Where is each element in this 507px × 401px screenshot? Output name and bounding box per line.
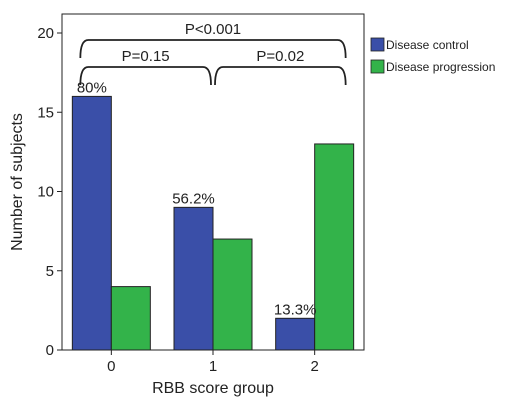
x-tick-label-1: 1	[209, 358, 217, 375]
significance-bracket-2	[79, 66, 212, 86]
significance-bracket-3	[214, 66, 347, 86]
bar-disease-control-2	[275, 317, 316, 351]
y-tick-label-0: 0	[46, 342, 54, 359]
bar-disease-progression-2	[314, 143, 355, 351]
y-tick-label-5: 5	[46, 263, 54, 280]
legend-swatch-disease-control	[370, 37, 385, 52]
p-value-label-2: P=0.15	[122, 48, 170, 65]
y-axis-title: Number of subjects	[9, 113, 26, 251]
p-value-label-1: P<0.001	[185, 21, 241, 38]
x-tick-label-2: 2	[310, 358, 318, 375]
bar-disease-control-0	[71, 95, 112, 351]
bar-label-0: 80%	[77, 79, 107, 96]
legend-swatch-disease-progression	[370, 59, 385, 74]
bar-disease-progression-1	[212, 238, 253, 351]
y-tick-label-15: 15	[37, 104, 54, 121]
bar-label-1: 56.2%	[172, 190, 215, 207]
significance-bracket-1	[79, 39, 347, 59]
bar-disease-progression-0	[110, 286, 151, 351]
x-axis-title: RBB score group	[152, 380, 274, 397]
y-tick-label-10: 10	[37, 184, 54, 201]
legend-label-disease-progression: Disease progression	[386, 60, 495, 74]
bar-disease-control-1	[173, 206, 214, 351]
legend-label-disease-control: Disease control	[386, 38, 469, 52]
bar-label-2: 13.3%	[274, 301, 317, 318]
y-tick-label-20: 20	[37, 25, 54, 42]
x-tick-label-0: 0	[107, 358, 115, 375]
p-value-label-3: P=0.02	[256, 48, 304, 65]
